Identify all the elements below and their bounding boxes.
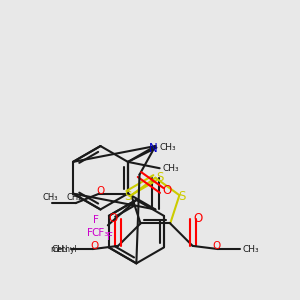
Text: CH₃: CH₃: [163, 164, 179, 173]
Text: CF₃: CF₃: [91, 228, 109, 238]
Text: methyl: methyl: [50, 244, 77, 253]
Text: CH₂: CH₂: [67, 193, 83, 202]
Text: S: S: [179, 190, 186, 203]
Text: O: O: [212, 241, 220, 251]
Text: O: O: [96, 186, 104, 196]
Text: O: O: [193, 212, 202, 225]
Text: N: N: [149, 142, 158, 154]
Text: CH₃: CH₃: [52, 244, 69, 253]
Text: F: F: [93, 215, 99, 225]
Text: CH₃: CH₃: [159, 143, 176, 152]
Text: F: F: [87, 228, 93, 238]
Text: F: F: [107, 232, 113, 242]
Text: O: O: [91, 241, 99, 251]
Text: S: S: [125, 190, 132, 203]
Text: CH₃: CH₃: [42, 193, 58, 202]
Text: S: S: [156, 171, 164, 184]
Text: O: O: [162, 184, 171, 197]
Text: CH₃: CH₃: [242, 244, 259, 253]
Text: O: O: [109, 212, 118, 225]
